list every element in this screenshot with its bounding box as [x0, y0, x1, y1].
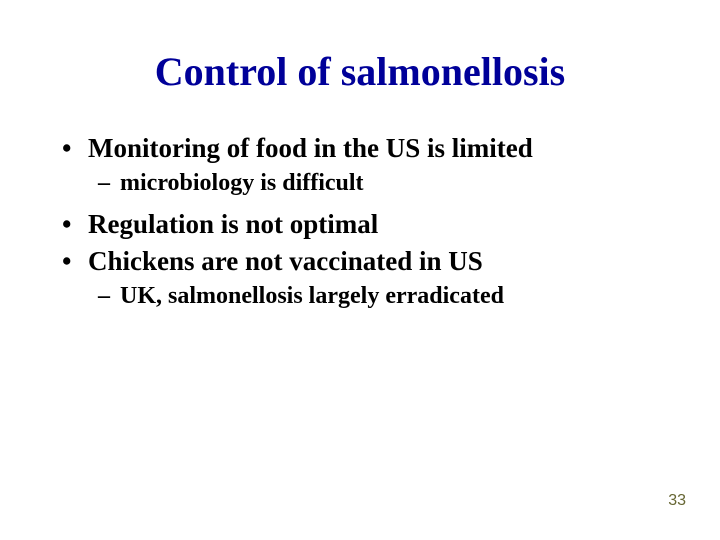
page-number: 33 — [668, 492, 686, 510]
bullet-text: Chickens are not vaccinated in US — [88, 246, 483, 277]
bullet-level1: • Regulation is not optimal — [60, 209, 670, 240]
slide-title: Control of salmonellosis — [50, 48, 670, 95]
bullet-text: UK, salmonellosis largely erradicated — [120, 283, 504, 310]
bullet-text: Monitoring of food in the US is limited — [88, 133, 533, 164]
bullet-level2: – UK, salmonellosis largely erradicated — [60, 283, 670, 310]
dash-icon: – — [98, 283, 120, 310]
bullet-level1: • Chickens are not vaccinated in US — [60, 246, 670, 277]
dash-icon: – — [98, 170, 120, 197]
bullet-level2: – microbiology is difficult — [60, 170, 670, 197]
bullet-dot-icon: • — [60, 133, 88, 164]
slide: Control of salmonellosis • Monitoring of… — [0, 0, 720, 540]
bullet-text: Regulation is not optimal — [88, 209, 378, 240]
bullet-dot-icon: • — [60, 246, 88, 277]
bullet-text: microbiology is difficult — [120, 170, 364, 197]
bullet-list: • Monitoring of food in the US is limite… — [50, 133, 670, 310]
bullet-level1: • Monitoring of food in the US is limite… — [60, 133, 670, 164]
bullet-dot-icon: • — [60, 209, 88, 240]
